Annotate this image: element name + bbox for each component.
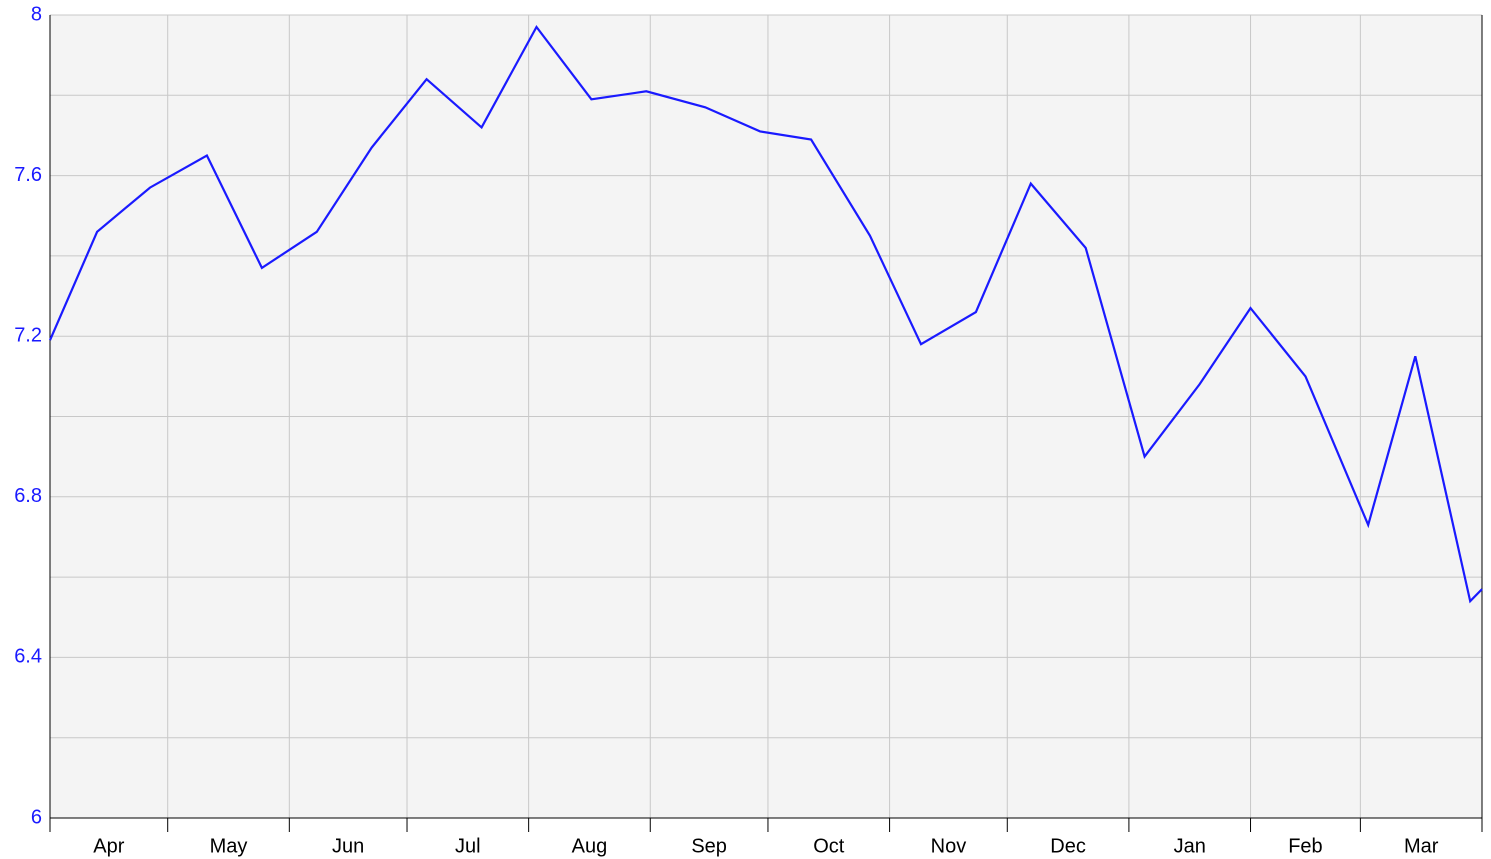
x-tick-label: Mar	[1404, 835, 1439, 857]
y-tick-label: 6	[31, 806, 42, 828]
y-tick-label: 6.8	[14, 485, 42, 507]
y-tick-label: 7.6	[14, 164, 42, 186]
x-tick-label: Nov	[931, 835, 967, 857]
y-tick-label: 8	[31, 3, 42, 25]
x-tick-label: Aug	[572, 835, 608, 857]
x-tick-label: Jan	[1174, 835, 1206, 857]
x-tick-label: Dec	[1050, 835, 1086, 857]
x-tick-label: Jul	[455, 835, 481, 857]
x-tick-label: Jun	[332, 835, 364, 857]
x-tick-label: Sep	[691, 835, 727, 857]
y-tick-label: 7.2	[14, 324, 42, 346]
x-tick-label: May	[210, 835, 248, 857]
line-series	[48, 24, 1483, 604]
y-tick-label: 6.4	[14, 646, 42, 668]
x-tick-label: Apr	[93, 835, 124, 857]
x-tick-label: Oct	[813, 835, 845, 857]
x-tick-label: Feb	[1288, 835, 1322, 857]
